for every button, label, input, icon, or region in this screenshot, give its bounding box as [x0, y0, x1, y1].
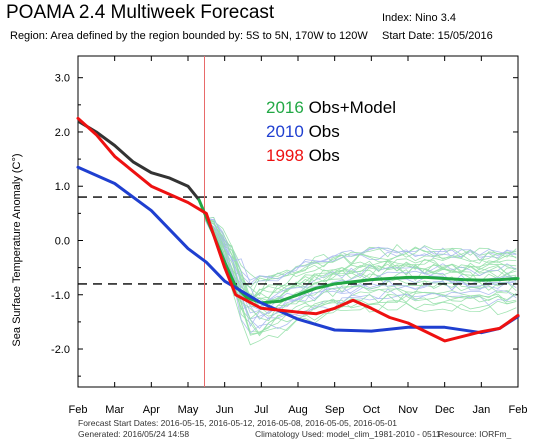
legend-item-2016: 2016 Obs+Model [266, 96, 396, 120]
legend-item-2010: 2010 Obs [266, 120, 396, 144]
legend-year-2010: 2010 [266, 122, 304, 141]
ensemble-member-line [204, 218, 517, 334]
legend-label-1998: Obs [308, 146, 340, 165]
observed-2016-line [77, 119, 201, 201]
ensemble-member-line [204, 218, 517, 308]
ensemble-member-line [204, 218, 517, 305]
x-tick-label: Apr [143, 404, 160, 416]
x-tick-label: Mar [105, 404, 124, 416]
x-tick-label: Feb [509, 404, 528, 416]
x-tick-label: Nov [398, 404, 418, 416]
ensemble-member-line [204, 218, 517, 337]
x-tick-label: May [178, 404, 199, 416]
x-tick-label: Jan [472, 404, 490, 416]
ensemble-member-line [204, 218, 517, 328]
legend-label-2010: Obs [308, 122, 340, 141]
ensemble-member-line [204, 218, 517, 285]
ensemble-member-line [204, 216, 517, 281]
ensemble-member-line [204, 218, 517, 297]
ensemble-member-line [204, 218, 517, 302]
footer-resource: Resource: IORFm_ [438, 429, 512, 439]
y-tick-label: 0.0 [55, 235, 70, 247]
y-tick-label: -1.0 [51, 290, 70, 302]
legend-year-1998: 1998 [266, 146, 304, 165]
start-date-label: Start Date: 15/05/2016 [382, 30, 493, 42]
ensemble-member-line [204, 218, 517, 335]
x-tick-label: Aug [288, 404, 308, 416]
legend-year-2016: 2016 [266, 98, 304, 117]
ensemble-member-line [204, 218, 517, 329]
footer-forecast-dates: Forecast Start Dates: 2016-05-15, 2016-0… [78, 418, 397, 428]
legend-item-1998: 1998 Obs [266, 144, 396, 168]
ensemble-member-line [204, 218, 517, 335]
x-tick-label: Jul [254, 404, 268, 416]
footer-generated: Generated: 2016/05/24 14:58 [78, 429, 190, 439]
x-tick-label: Jun [216, 404, 234, 416]
index-label: Index: Nino 3.4 [382, 12, 456, 24]
ensemble-member-line [204, 218, 517, 346]
footer-climatology: Climatology Used: model_clim_1981-2010 -… [255, 429, 441, 439]
x-tick-label: Oct [363, 404, 380, 416]
y-tick-label: 2.0 [55, 127, 70, 139]
y-tick-label: 1.0 [55, 181, 70, 193]
region-description: Region: Area defined by the region bound… [10, 30, 368, 42]
series-1998-line [76, 116, 520, 343]
legend: 2016 Obs+Model 2010 Obs 1998 Obs [266, 96, 396, 168]
x-tick-label: Feb [69, 404, 88, 416]
chart-title: POAMA 2.4 Multiweek Forecast [6, 2, 275, 23]
y-tick-label: 3.0 [55, 73, 70, 85]
legend-label-2016: Obs+Model [308, 98, 396, 117]
series-2010-line [76, 165, 520, 335]
ensemble-member-line [204, 218, 517, 289]
x-tick-label: Dec [435, 404, 455, 416]
ensemble-member-line [204, 218, 517, 336]
ensemble-member-line [204, 218, 517, 322]
y-tick-label: -2.0 [51, 344, 70, 356]
ensemble-member-line [204, 218, 517, 285]
y-axis-label: Sea Surface Temperature Anomaly (C°) [11, 153, 23, 347]
x-tick-label: Sep [325, 404, 345, 416]
